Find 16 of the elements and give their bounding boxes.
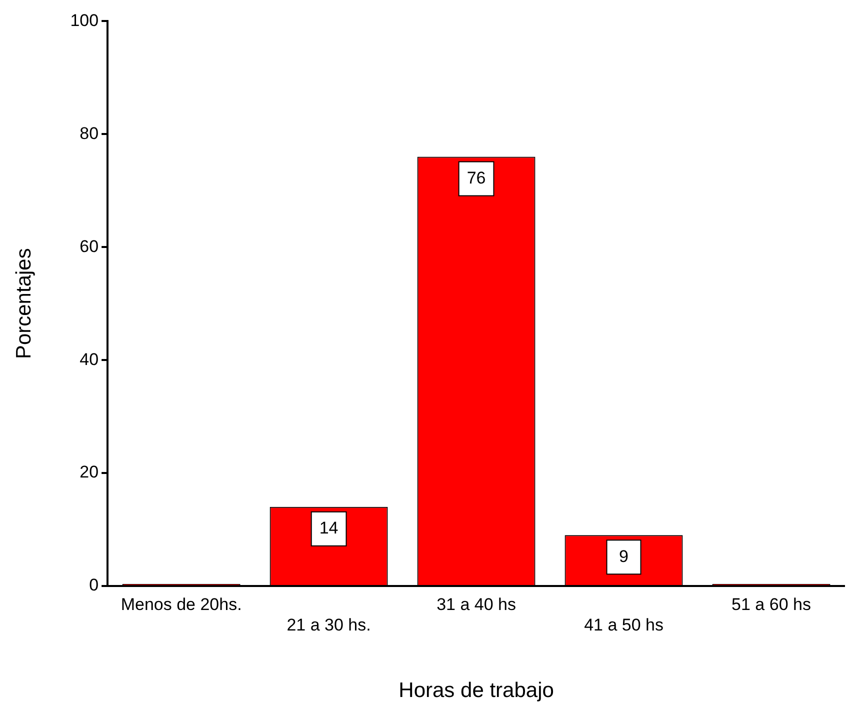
x-axis-title: Horas de trabajo [398,679,554,702]
x-tick-label: 51 a 60 hs [732,594,811,614]
y-tick-label: 40 [80,350,99,369]
data-label: 14 [319,518,338,538]
data-label: 9 [619,546,629,566]
y-tick-label: 80 [80,124,99,143]
x-tick-label: 41 a 50 hs [584,615,664,634]
data-label: 76 [466,168,486,188]
y-tick-label: 60 [80,236,99,256]
x-tick-label: Menos de 20hs. [120,594,242,614]
y-tick-label: 20 [80,462,99,482]
x-tick-label: 21 a 30 hs. [286,615,371,634]
y-tick-label: 0 [89,576,99,595]
y-axis-title: Porcentajes [12,248,36,360]
x-tick-label: 31 a 40 hs [436,594,516,614]
y-tick-label: 100 [70,10,99,30]
